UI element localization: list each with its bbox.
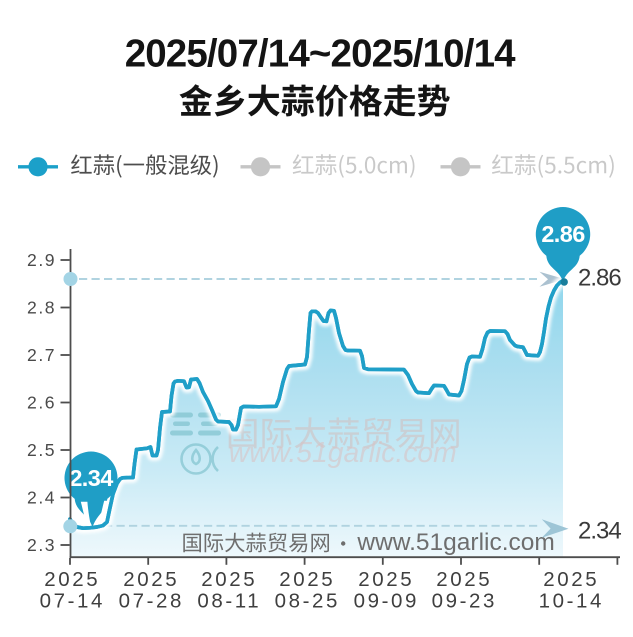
svg-text:www.51garlic.com: www.51garlic.com [229, 436, 457, 468]
svg-text:2.5: 2.5 [27, 440, 56, 460]
svg-text:2.86: 2.86 [541, 221, 585, 247]
svg-text:2025: 2025 [279, 568, 335, 591]
svg-text:2.9: 2.9 [27, 250, 56, 270]
svg-text:08-11: 08-11 [197, 590, 261, 613]
svg-text:2025/07/14~2025/10/14: 2025/07/14~2025/10/14 [125, 32, 516, 75]
svg-text:08-25: 08-25 [275, 590, 340, 613]
svg-text:2.3: 2.3 [27, 535, 56, 555]
svg-text:2.34: 2.34 [578, 518, 621, 545]
svg-text:2025: 2025 [436, 568, 492, 591]
svg-text:2.4: 2.4 [27, 488, 56, 508]
svg-text:2.8: 2.8 [27, 298, 56, 318]
svg-text:07-28: 07-28 [119, 590, 184, 613]
svg-text:2025: 2025 [358, 568, 414, 591]
svg-text:09-09: 09-09 [354, 590, 419, 613]
svg-text:09-23: 09-23 [432, 590, 497, 613]
svg-text:2.6: 2.6 [27, 393, 56, 413]
svg-text:2025: 2025 [543, 568, 599, 591]
svg-text:2.86: 2.86 [578, 265, 621, 292]
svg-text:10-14: 10-14 [539, 590, 604, 613]
svg-text:07-14: 07-14 [40, 590, 105, 613]
svg-text:2.7: 2.7 [27, 345, 56, 365]
svg-text:2025: 2025 [201, 568, 257, 591]
svg-text:2025: 2025 [123, 568, 179, 591]
svg-text:2025: 2025 [44, 568, 100, 591]
svg-text:2.34: 2.34 [69, 465, 113, 491]
svg-text:www.51garlic.com: www.51garlic.com [356, 529, 554, 556]
